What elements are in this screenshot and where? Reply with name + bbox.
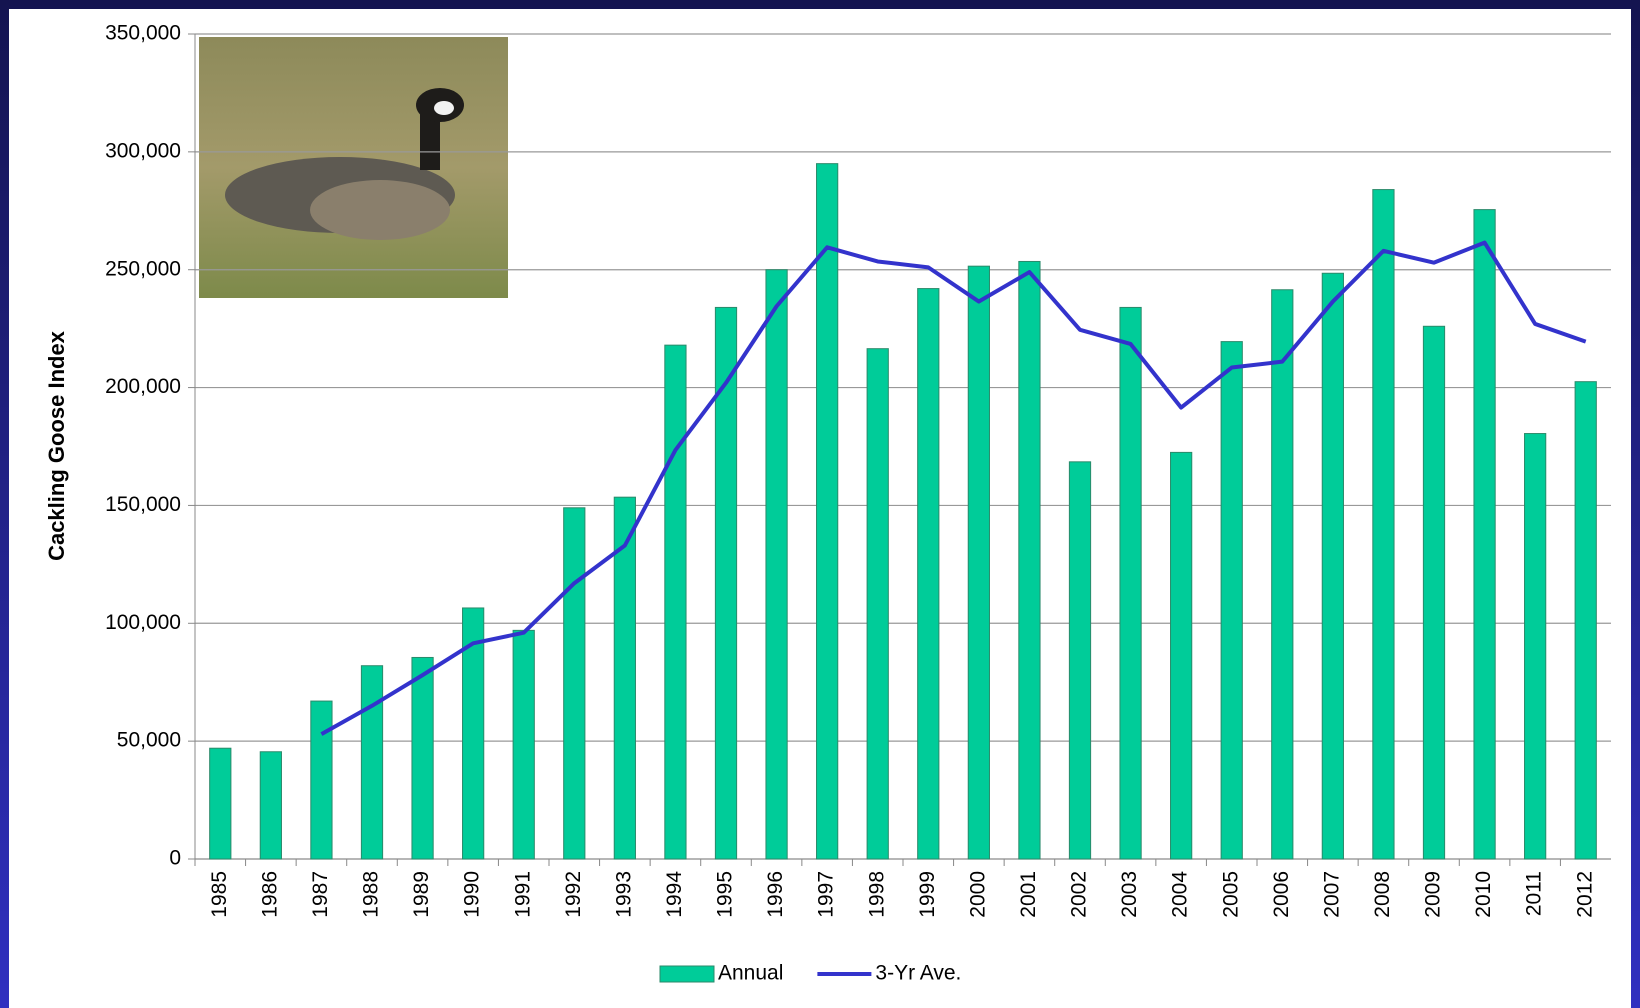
- bar: [462, 607, 485, 860]
- x-tick-label: 1992: [562, 871, 585, 918]
- bar: [1422, 325, 1446, 860]
- bar: [1068, 461, 1092, 860]
- bar: [816, 163, 839, 860]
- bar: [360, 665, 384, 860]
- bar: [310, 700, 333, 860]
- x-tick-label: 2009: [1422, 871, 1445, 918]
- bar: [411, 656, 434, 860]
- y-axis-label: Cackling Goose Index: [44, 330, 69, 561]
- y-tick-label: 200,000: [105, 375, 181, 398]
- x-tick-label: 2006: [1270, 871, 1293, 918]
- x-tick-label: 1993: [612, 871, 635, 918]
- line: [320, 240, 1587, 736]
- x-tick-label: 1991: [511, 871, 534, 918]
- bar: [866, 348, 889, 860]
- x-tick-label: 1987: [309, 871, 332, 918]
- bar: [1018, 260, 1041, 860]
- bar: [664, 344, 687, 860]
- legend-swatch: [659, 965, 715, 983]
- x-tick-label: 1998: [865, 871, 888, 918]
- x-tick-label: 2010: [1472, 871, 1495, 918]
- bar: [1473, 209, 1496, 860]
- x-tick-label: 1990: [461, 871, 484, 918]
- y-tick-label: 300,000: [105, 139, 181, 162]
- bar: [1271, 289, 1294, 860]
- bar: [563, 507, 586, 860]
- bar: [1524, 433, 1547, 860]
- x-tick-label: 2002: [1068, 871, 1091, 918]
- bar: [259, 751, 282, 860]
- y-tick-label: 0: [169, 847, 181, 870]
- bar: [1321, 272, 1344, 860]
- x-tick-label: 2004: [1169, 871, 1192, 918]
- bar: [1170, 451, 1193, 860]
- bar: [1574, 381, 1597, 860]
- x-tick-label: 1996: [764, 871, 787, 918]
- x-tick-label: 1989: [410, 871, 433, 918]
- x-tick-label: 2012: [1573, 871, 1596, 918]
- x-tick-label: 1985: [208, 871, 231, 918]
- x-tick-label: 1988: [360, 871, 383, 918]
- x-tick-label: 1986: [258, 871, 281, 918]
- legend-label: Annual: [718, 962, 783, 985]
- goose-photo: [199, 37, 508, 298]
- bar: [512, 629, 535, 860]
- bar: [1220, 341, 1243, 860]
- y-tick-label: 50,000: [117, 729, 181, 752]
- x-tick-label: 1994: [663, 871, 686, 918]
- y-tick-label: 350,000: [105, 22, 181, 45]
- x-tick-label: 2003: [1118, 871, 1141, 918]
- legend-label: 3-Yr Ave.: [875, 962, 961, 985]
- bar: [613, 496, 636, 860]
- x-tick-label: 2007: [1320, 871, 1343, 918]
- y-tick-label: 250,000: [105, 257, 181, 280]
- x-tick-label: 2001: [1017, 871, 1040, 918]
- x-tick-label: 1997: [815, 871, 838, 918]
- bar: [1372, 189, 1395, 860]
- x-tick-label: 2011: [1523, 871, 1546, 916]
- bar: [714, 306, 738, 860]
- x-tick-label: 2000: [966, 871, 989, 918]
- bar: [917, 288, 940, 860]
- x-tick-label: 2008: [1371, 871, 1394, 918]
- x-tick-label: 1995: [714, 871, 737, 918]
- bar: [209, 747, 232, 860]
- bar: [967, 265, 990, 860]
- x-tick-label: 2005: [1219, 871, 1242, 918]
- bar: [765, 269, 788, 860]
- x-tick-label: 1999: [916, 871, 939, 918]
- y-tick-label: 150,000: [105, 493, 181, 516]
- y-tick-label: 100,000: [105, 611, 181, 634]
- bar: [1119, 306, 1142, 860]
